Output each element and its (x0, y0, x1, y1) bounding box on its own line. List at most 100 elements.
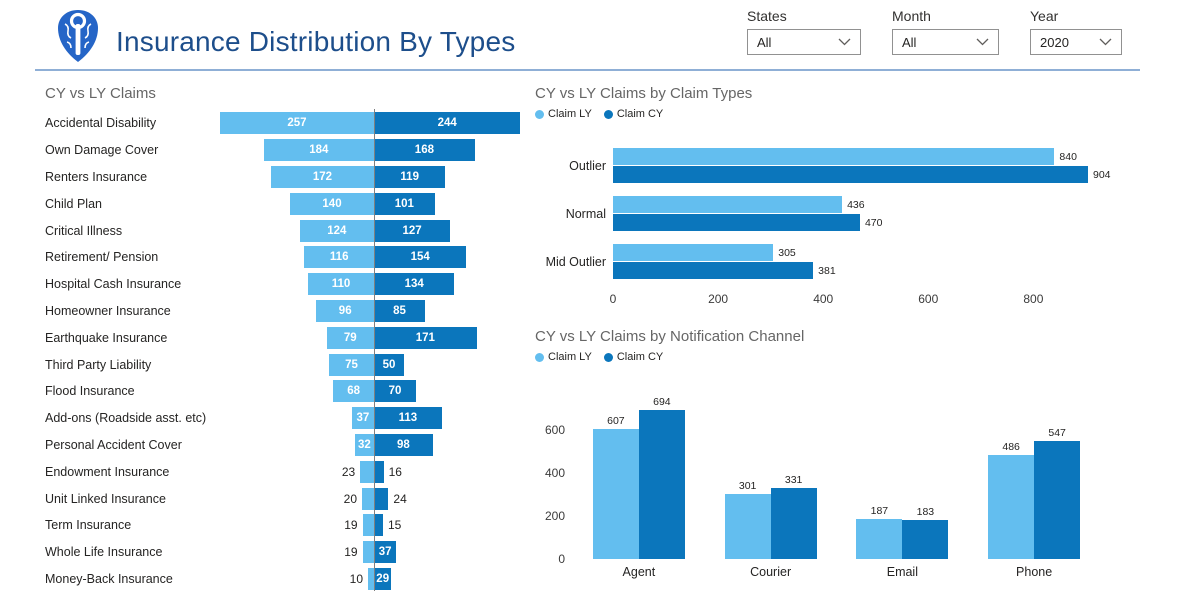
year-dropdown-value: 2020 (1040, 34, 1069, 50)
bar-claim-ly[interactable]: 79 (326, 326, 374, 349)
bar-claim-ly[interactable] (613, 244, 774, 261)
bar-claim-ly[interactable]: 96 (316, 299, 374, 322)
bar-claim-ly[interactable] (368, 567, 374, 590)
x-tick-label: 800 (1023, 292, 1044, 306)
bar-claim-ly[interactable]: 184 (263, 139, 374, 162)
bar-claim-ly[interactable]: 124 (299, 219, 374, 242)
bar-claim-ly[interactable] (362, 541, 374, 564)
month-dropdown[interactable]: All (892, 29, 999, 55)
bar-claim-cy[interactable] (1034, 441, 1081, 559)
category-label: Personal Accident Cover (45, 437, 182, 452)
cy-side: 244 (374, 112, 530, 135)
bar-claim-ly[interactable] (988, 454, 1035, 559)
value-label-claim-ly: 10 (349, 571, 363, 586)
bar-claim-cy[interactable]: 29 (374, 567, 392, 590)
value-label-claim-cy: 694 (653, 395, 671, 408)
category-label: Money-Back Insurance (45, 571, 173, 586)
bar-claim-cy[interactable] (613, 262, 814, 279)
category-label: Term Insurance (45, 518, 132, 533)
legend-item-claim-cy[interactable]: Claim CY (603, 108, 663, 120)
bar-claim-ly[interactable]: 140 (290, 192, 374, 215)
cy-side: 98 (374, 433, 530, 456)
bar-claim-cy[interactable]: 171 (374, 326, 477, 349)
bar-claim-cy[interactable] (374, 514, 383, 537)
chart-title: CY vs LY Claims by Notification Channel (535, 328, 805, 345)
filter-month: Month All (892, 8, 999, 55)
legend-item-claim-ly[interactable]: Claim LY (535, 108, 592, 120)
ly-side: 257 (218, 112, 374, 135)
bar-claim-ly[interactable]: 116 (304, 246, 374, 269)
legend-item-claim-cy[interactable]: Claim CY (603, 351, 663, 363)
bar-claim-cy[interactable]: 154 (374, 246, 467, 269)
value-label-claim-cy: 547 (1048, 427, 1066, 440)
bar-claim-cy[interactable]: 85 (374, 299, 425, 322)
bar-claim-cy[interactable]: 70 (374, 380, 416, 403)
bar-claim-ly[interactable]: 68 (333, 380, 374, 403)
cy-side: 168 (374, 139, 530, 162)
bar-claim-ly[interactable] (856, 518, 903, 559)
bar-claim-ly[interactable] (592, 428, 639, 559)
bar-claim-cy[interactable]: 98 (374, 433, 433, 456)
cy-side: 50 (374, 353, 530, 376)
legend-item-claim-ly[interactable]: Claim LY (535, 351, 592, 363)
ly-side: 20 (218, 487, 374, 510)
category-label: Whole Life Insurance (45, 545, 163, 560)
bar-claim-cy[interactable] (374, 460, 384, 483)
y-axis: 0 200 400 600 (535, 387, 573, 566)
legend-label: Claim LY (548, 351, 592, 363)
bar-claim-cy[interactable] (613, 214, 860, 231)
bar-claim-cy[interactable] (770, 487, 817, 559)
bar-claim-cy[interactable]: 50 (374, 353, 404, 376)
bar-claim-cy[interactable]: 101 (374, 192, 435, 215)
bar-claim-cy[interactable]: 119 (374, 165, 446, 188)
value-label-claim-ly: 20 (343, 491, 357, 506)
filter-label-year: Year (1030, 8, 1059, 24)
ly-side: 23 (218, 460, 374, 483)
bar-claim-ly[interactable] (724, 494, 771, 559)
bar-claim-ly[interactable]: 75 (329, 353, 374, 376)
bar-claim-ly[interactable] (360, 460, 374, 483)
bar-claim-ly[interactable] (613, 196, 843, 213)
year-dropdown[interactable]: 2020 (1030, 29, 1122, 55)
bar-claim-ly[interactable]: 110 (308, 273, 374, 296)
bar-claim-ly[interactable] (613, 148, 1055, 165)
ly-side: 184 (218, 139, 374, 162)
bar-claim-cy[interactable]: 134 (374, 273, 455, 296)
bar-claim-cy[interactable] (374, 487, 389, 510)
tornado-row: Unit Linked Insurance 20 24 (45, 485, 535, 512)
bar-claim-ly[interactable]: 172 (270, 165, 374, 188)
bar-claim-cy[interactable] (902, 519, 949, 559)
states-dropdown[interactable]: All (747, 29, 861, 55)
value-label-claim-cy: 904 (1093, 168, 1111, 181)
bar-claim-cy[interactable] (613, 166, 1088, 183)
x-tick-label: 400 (813, 292, 834, 306)
value-label-claim-cy: 381 (818, 264, 836, 277)
y-tick-label: 0 (558, 552, 565, 566)
value-label-claim-ly: 187 (870, 504, 889, 517)
month-dropdown-value: All (902, 34, 917, 50)
dashboard-body: CY vs LY Claims Accidental Disability 257… (0, 72, 1184, 592)
bar-claim-cy[interactable]: 37 (374, 541, 397, 564)
hbar-group: Outlier 840 904 (535, 148, 1170, 184)
bar-claim-ly[interactable]: 32 (354, 433, 374, 456)
bar-claim-cy[interactable]: 113 (374, 407, 442, 430)
chart-cy-vs-ly-claims: CY vs LY Claims Accidental Disability 257… (0, 85, 535, 592)
bar-claim-ly[interactable]: 37 (351, 407, 374, 430)
chart-title: CY vs LY Claims by Claim Types (535, 85, 753, 102)
category-label: Agent (622, 565, 656, 579)
bar-claim-ly[interactable]: 257 (219, 112, 374, 135)
brand: Insurance Distribution By Types (0, 0, 515, 69)
value-label-claim-ly: 436 (847, 198, 865, 211)
bar-claim-cy[interactable] (638, 409, 685, 559)
tornado-row: Term Insurance 19 15 (45, 512, 535, 539)
bar-claim-ly[interactable] (362, 487, 374, 510)
value-label-claim-cy: 183 (916, 505, 935, 518)
cy-side: 134 (374, 273, 530, 296)
chart-claim-types: CY vs LY Claims by Claim Types Claim LY … (535, 85, 1170, 310)
category-label: Phone (1016, 565, 1053, 579)
bar-claim-ly[interactable] (362, 514, 374, 537)
vbar-chart: 0 200 400 600 607 694 301 331 187 183 486 547 Agen… (535, 387, 1170, 579)
bar-claim-cy[interactable]: 127 (374, 219, 451, 242)
bar-claim-cy[interactable]: 244 (374, 112, 521, 135)
bar-claim-cy[interactable]: 168 (374, 139, 475, 162)
